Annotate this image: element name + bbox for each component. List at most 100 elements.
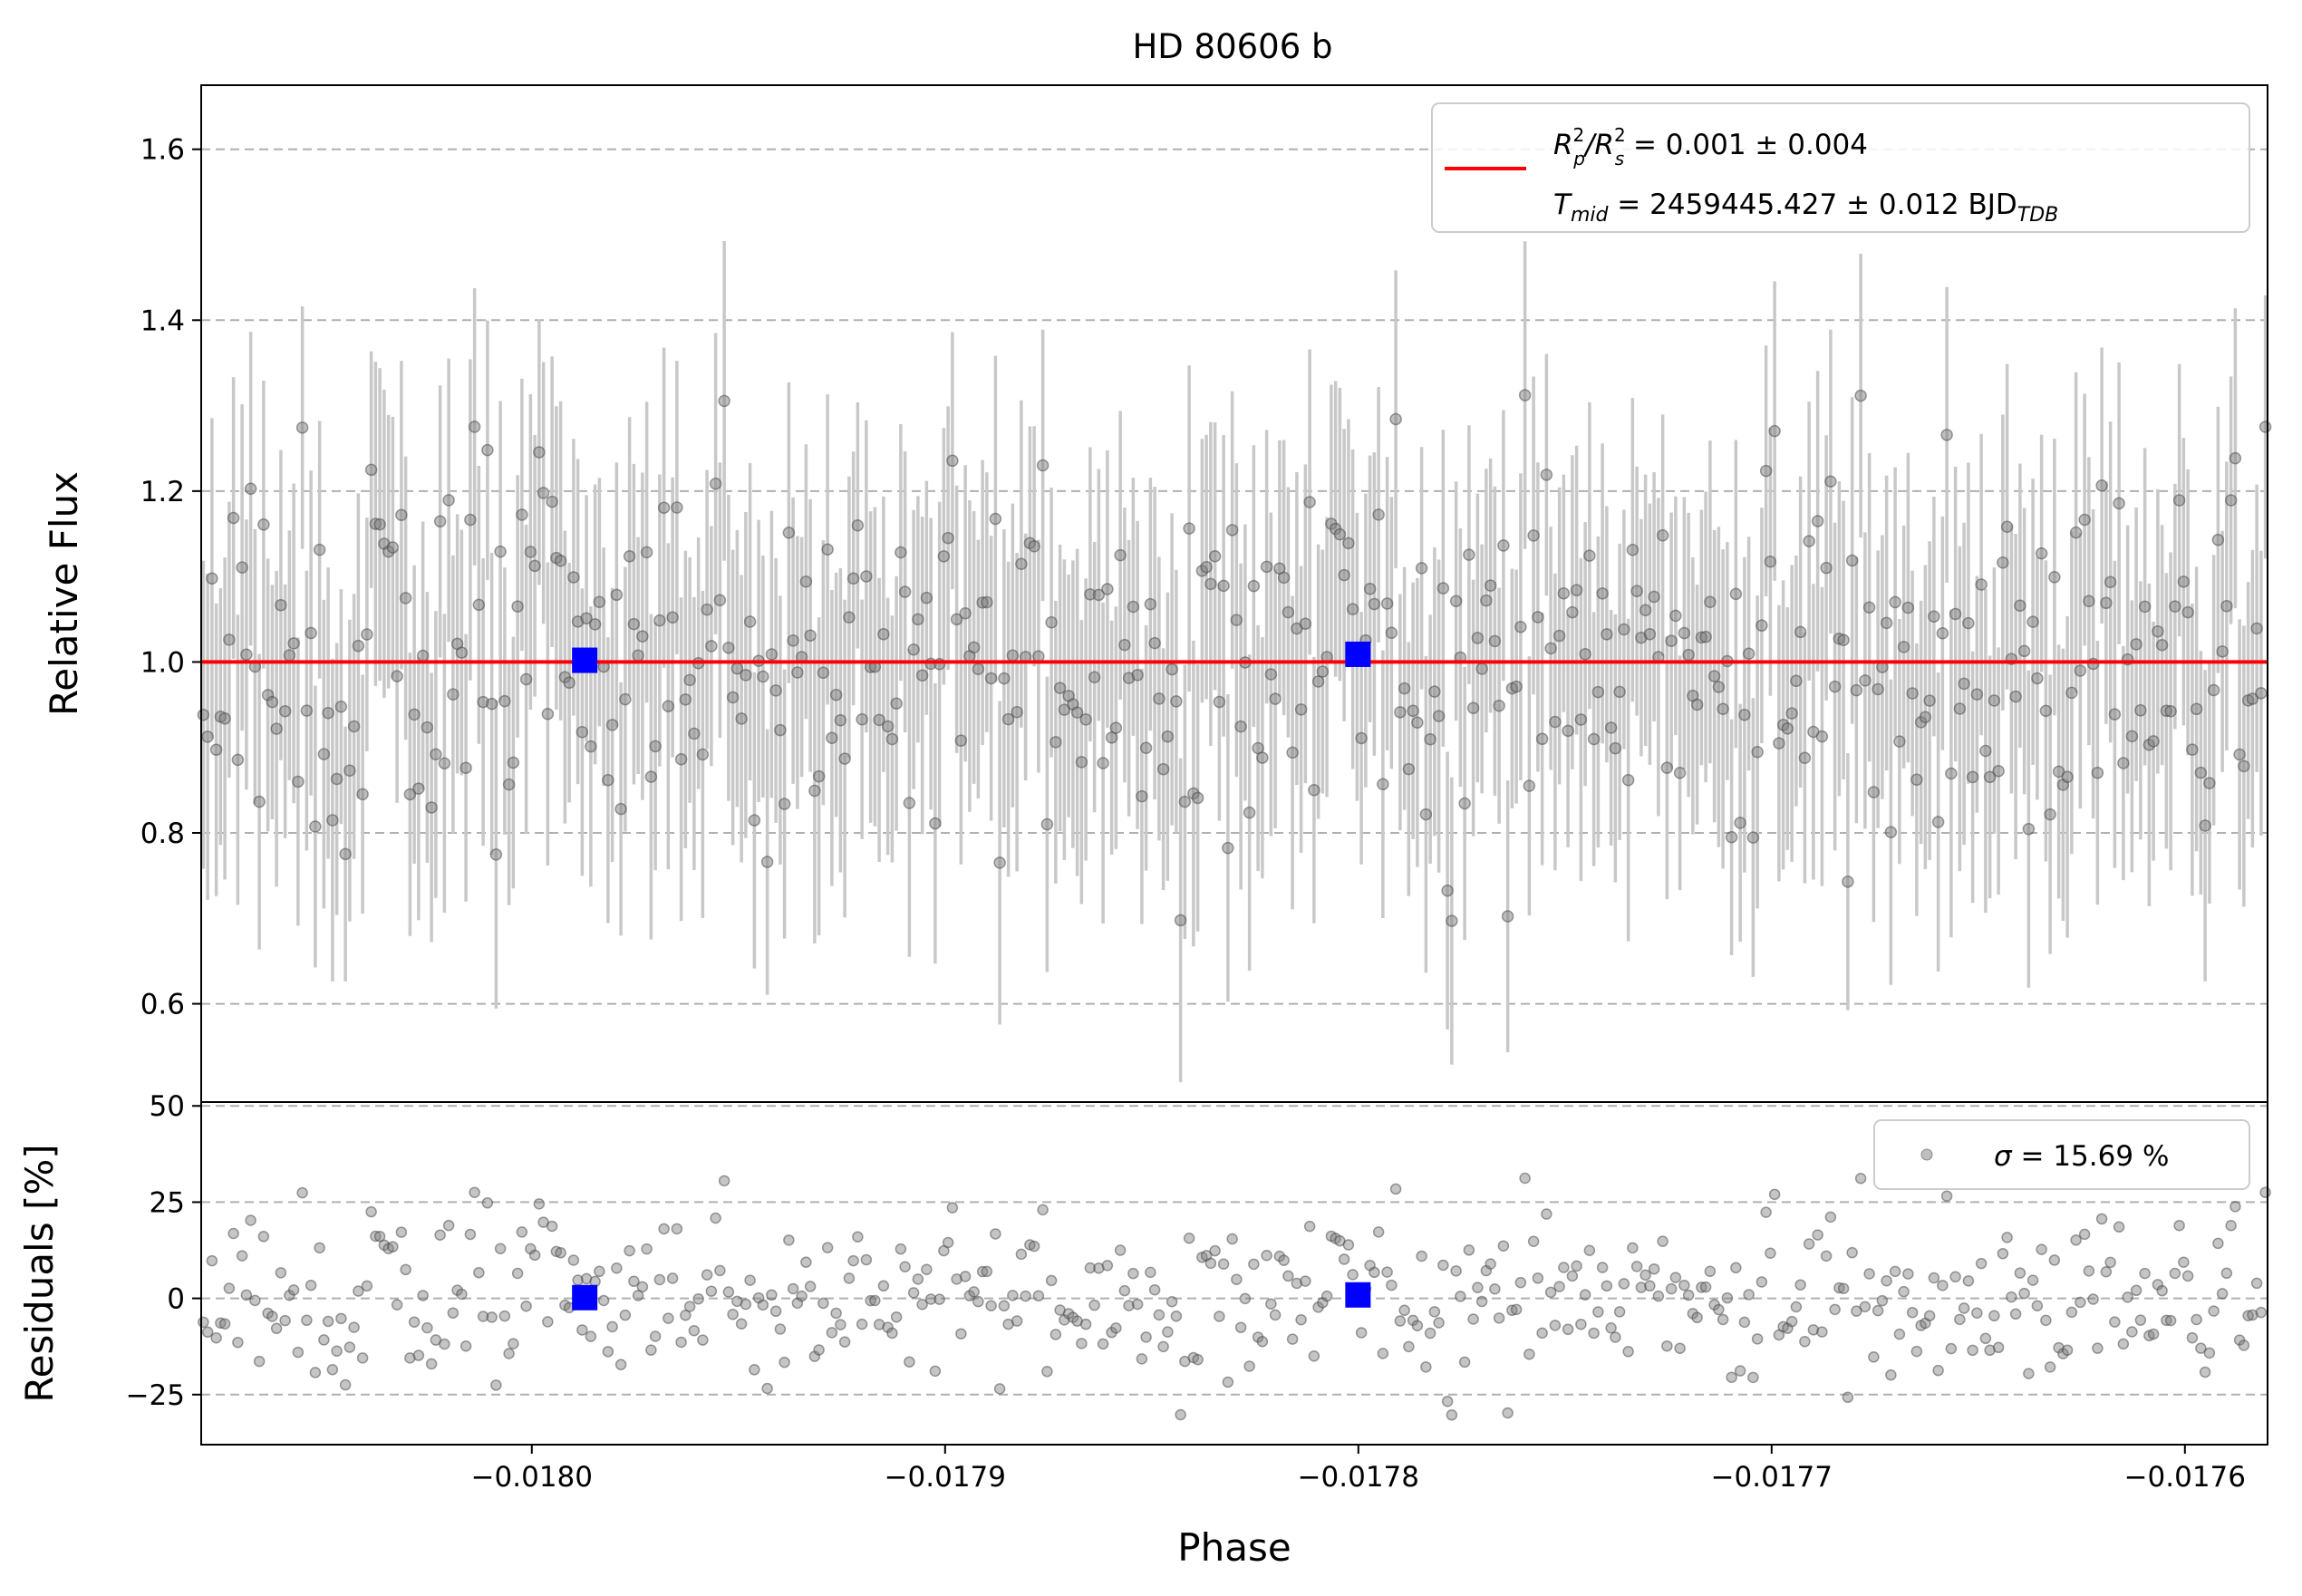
residual-point xyxy=(985,1300,997,1311)
residual-point xyxy=(257,1231,270,1243)
flux-point xyxy=(1045,615,1058,629)
residual-point xyxy=(1756,1276,1768,1288)
flux-point xyxy=(1919,711,1932,724)
flux-point xyxy=(1217,579,1230,593)
flux-point xyxy=(1449,595,1463,607)
flux-point xyxy=(740,669,752,682)
flux-point xyxy=(2108,708,2122,721)
residual-point xyxy=(2083,1265,2095,1277)
flux-point xyxy=(1712,681,1726,693)
flux-point xyxy=(632,649,644,663)
flux-point xyxy=(1704,595,1717,608)
residual-point xyxy=(2134,1314,2147,1326)
residual-point xyxy=(1906,1306,1919,1319)
flux-point xyxy=(1308,783,1320,797)
flux-point xyxy=(425,801,438,814)
flux-point xyxy=(1432,710,1446,722)
flux-point xyxy=(2258,421,2272,433)
residual-point xyxy=(1097,1338,1109,1350)
flux-point xyxy=(791,666,804,679)
flux-point xyxy=(1109,721,1123,734)
flux-point xyxy=(843,611,856,624)
flux-y-tick-label: 1.0 xyxy=(140,646,185,679)
flux-point xyxy=(399,592,412,605)
flux-point xyxy=(1097,757,1109,769)
residual-point xyxy=(2036,1243,2047,1255)
residual-point xyxy=(904,1356,915,1368)
residual-point xyxy=(305,1279,317,1291)
flux-point xyxy=(1510,680,1523,693)
residual-point xyxy=(1652,1290,1665,1302)
residual-point xyxy=(2147,1328,2160,1340)
residual-point xyxy=(1851,1305,1862,1317)
flux-point xyxy=(227,511,240,525)
flux-point xyxy=(2172,494,2186,507)
flux-point xyxy=(209,743,223,757)
residual-point xyxy=(1342,1239,1355,1251)
residual-point xyxy=(602,1346,614,1358)
flux-point xyxy=(1815,730,1829,743)
residual-point xyxy=(877,1280,890,1292)
residual-point xyxy=(899,1261,911,1273)
residual-point xyxy=(981,1265,993,1278)
residual-point xyxy=(1386,1279,1398,1291)
residual-point xyxy=(2250,1277,2263,1290)
flux-point xyxy=(1419,808,1433,821)
flux-point xyxy=(709,477,722,490)
residual-point xyxy=(1674,1342,1686,1354)
phase-x-tick-label: −0.0177 xyxy=(1711,1461,1833,1494)
residual-point xyxy=(722,1286,735,1298)
phase-x-tick-label: −0.0180 xyxy=(471,1461,593,1494)
flux-point xyxy=(489,848,503,861)
flux-binned-point xyxy=(572,647,598,673)
residual-point xyxy=(1437,1259,1449,1272)
flux-point xyxy=(1609,741,1622,755)
flux-point xyxy=(1557,586,1571,600)
residual-point xyxy=(1303,1220,1316,1233)
residual-point xyxy=(860,1253,873,1266)
flux-point xyxy=(438,757,451,769)
residual-point xyxy=(2173,1219,2185,1232)
flux-point xyxy=(1294,703,1308,716)
residual-point xyxy=(821,1242,834,1253)
flux-point xyxy=(1901,601,1915,614)
residual-point xyxy=(1523,1348,1535,1360)
residuals-y-tick-label: 0 xyxy=(167,1283,185,1316)
flux-point xyxy=(1880,616,1893,630)
residual-point xyxy=(2087,1293,2099,1305)
residual-point xyxy=(847,1254,859,1267)
flux-point xyxy=(524,546,537,558)
flux-point xyxy=(1850,683,1863,697)
residual-point xyxy=(1433,1317,1445,1329)
flux-point xyxy=(666,611,679,624)
residual-point xyxy=(326,1363,339,1376)
flux-point xyxy=(1570,584,1583,596)
residual-point xyxy=(365,1205,377,1218)
flux-point xyxy=(1931,816,1945,828)
flux-legend: R2 p/R2 s = 0.001 ± 0.004 Tmid = 2459445.4… xyxy=(1431,102,2250,233)
residual-point xyxy=(1286,1333,1299,1345)
flux-point xyxy=(959,606,972,620)
flux-point xyxy=(1523,779,1536,792)
residual-point xyxy=(1854,1172,1867,1185)
residual-point xyxy=(636,1281,649,1293)
flux-point xyxy=(1032,650,1045,663)
flux-point xyxy=(533,446,546,459)
flux-point xyxy=(421,721,434,734)
residual-point xyxy=(1738,1316,1751,1329)
flux-point xyxy=(1768,424,1781,438)
flux-point xyxy=(2152,624,2164,638)
residual-point xyxy=(1760,1206,1772,1218)
flux-point xyxy=(1036,459,1049,472)
residual-point xyxy=(1234,1321,1247,1333)
flux-point xyxy=(912,613,924,626)
flux-point xyxy=(1316,665,1330,678)
flux-point xyxy=(507,756,520,769)
flux-point xyxy=(1191,791,1204,805)
phase-x-tick-label: −0.0179 xyxy=(885,1461,1006,1494)
flux-point xyxy=(2190,702,2203,716)
residual-point xyxy=(494,1243,507,1254)
residual-point xyxy=(2156,1284,2168,1297)
